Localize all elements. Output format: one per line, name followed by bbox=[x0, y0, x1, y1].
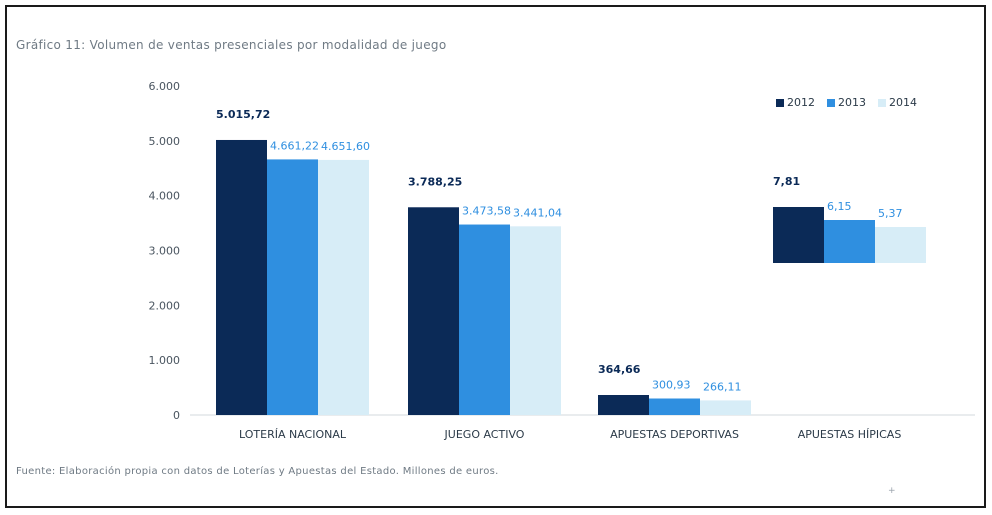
data-label-2014-3: 5,37 bbox=[878, 207, 903, 220]
source-note: Fuente: Elaboración propia con datos de … bbox=[16, 466, 499, 477]
bar-2013-2 bbox=[649, 398, 700, 415]
x-category-label: JUEGO ACTIVO bbox=[444, 428, 525, 441]
data-label-2012-0: 5.015,72 bbox=[216, 108, 270, 121]
x-category-label: LOTERÍA NACIONAL bbox=[239, 428, 347, 441]
bar-2014-0 bbox=[318, 159, 369, 415]
bar-2014-3 bbox=[875, 227, 926, 263]
bar-2014-2 bbox=[700, 400, 751, 415]
bar-2012-3 bbox=[773, 207, 824, 263]
data-label-2014-2: 266,11 bbox=[703, 380, 742, 393]
y-tick-label: 5.000 bbox=[149, 135, 181, 148]
chart-title: Gráfico 11: Volumen de ventas presencial… bbox=[16, 38, 447, 52]
y-tick-label: 6.000 bbox=[149, 80, 181, 93]
legend-label-2014: 2014 bbox=[889, 96, 917, 109]
data-label-2012-3: 7,81 bbox=[773, 175, 800, 188]
legend-label-2013: 2013 bbox=[838, 96, 866, 109]
legend-swatch-2013 bbox=[827, 98, 835, 107]
stray-mark: + bbox=[888, 486, 896, 496]
data-label-2013-3: 6,15 bbox=[827, 200, 852, 213]
bar-2012-1 bbox=[408, 207, 459, 415]
bar-2012-0 bbox=[216, 139, 267, 415]
y-tick-label: 2.000 bbox=[149, 299, 181, 312]
x-category-label: APUESTAS DEPORTIVAS bbox=[610, 428, 739, 441]
y-tick-label: 3.000 bbox=[149, 245, 181, 258]
bar-2012-2 bbox=[598, 395, 649, 415]
bar-2013-0 bbox=[267, 159, 318, 415]
bar-2013-1 bbox=[459, 224, 510, 415]
data-label-2014-1: 3.441,04 bbox=[513, 206, 562, 219]
legend-item-2013: 2013 bbox=[827, 96, 866, 109]
data-label-2012-1: 3.788,25 bbox=[408, 175, 462, 188]
data-label-2013-0: 4.661,22 bbox=[270, 139, 319, 152]
data-label-2013-2: 300,93 bbox=[652, 378, 691, 391]
legend-swatch-2012 bbox=[776, 98, 784, 107]
legend: 2012 2013 2014 bbox=[776, 96, 917, 109]
x-category-label: APUESTAS HÍPICAS bbox=[798, 428, 902, 441]
data-label-2012-2: 364,66 bbox=[598, 363, 641, 376]
legend-item-2014: 2014 bbox=[878, 96, 917, 109]
bar-2013-3 bbox=[824, 220, 875, 263]
bar-2014-1 bbox=[510, 226, 561, 415]
legend-item-2012: 2012 bbox=[776, 96, 815, 109]
y-tick-label: 4.000 bbox=[149, 190, 181, 203]
y-tick-label: 0 bbox=[173, 409, 180, 422]
y-tick-label: 1.000 bbox=[149, 354, 181, 367]
legend-label-2012: 2012 bbox=[787, 96, 815, 109]
data-label-2014-0: 4.651,60 bbox=[321, 140, 370, 153]
legend-swatch-2014 bbox=[878, 98, 886, 107]
data-label-2013-1: 3.473,58 bbox=[462, 205, 511, 218]
